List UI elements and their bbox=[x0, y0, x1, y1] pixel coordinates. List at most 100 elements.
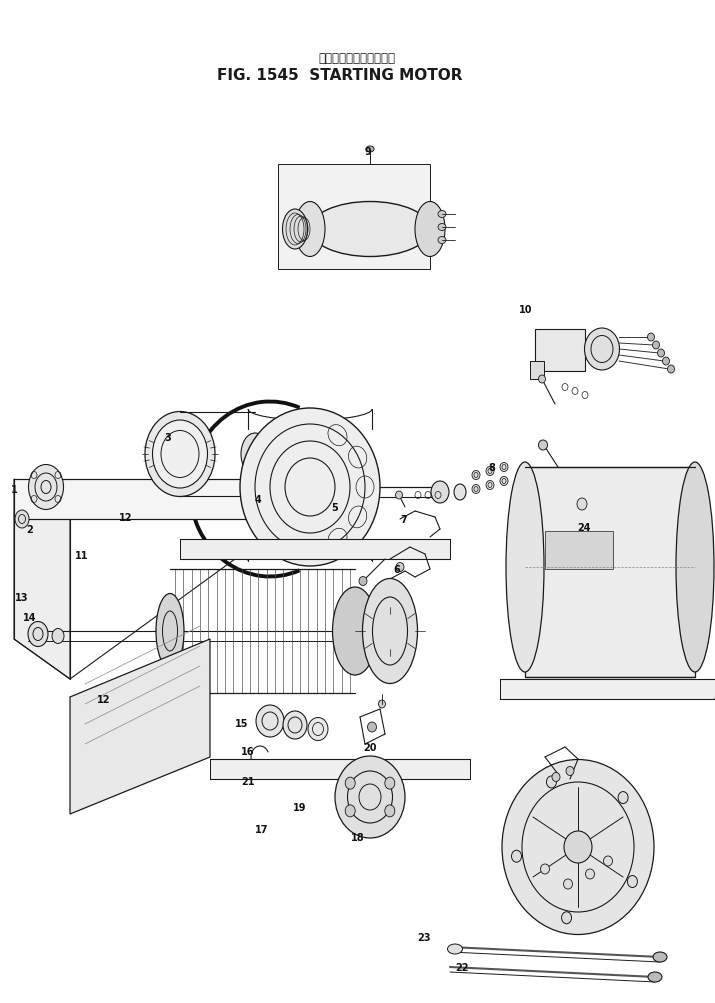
Text: 5: 5 bbox=[332, 503, 338, 513]
Text: 1: 1 bbox=[11, 484, 17, 494]
Ellipse shape bbox=[577, 498, 587, 511]
Ellipse shape bbox=[378, 700, 385, 708]
Text: 23: 23 bbox=[418, 932, 430, 942]
Ellipse shape bbox=[438, 212, 446, 219]
Ellipse shape bbox=[506, 462, 544, 672]
Ellipse shape bbox=[396, 563, 404, 572]
Ellipse shape bbox=[653, 342, 659, 350]
Ellipse shape bbox=[584, 329, 619, 371]
Ellipse shape bbox=[668, 366, 674, 374]
Polygon shape bbox=[70, 639, 210, 814]
Text: スターティング　モータ: スターティング モータ bbox=[318, 51, 395, 64]
Ellipse shape bbox=[648, 972, 662, 982]
Ellipse shape bbox=[310, 203, 430, 257]
Ellipse shape bbox=[676, 462, 714, 672]
Text: 11: 11 bbox=[75, 551, 89, 561]
Ellipse shape bbox=[500, 477, 508, 486]
Ellipse shape bbox=[345, 805, 355, 817]
Polygon shape bbox=[180, 540, 450, 560]
Text: 6: 6 bbox=[394, 565, 400, 575]
Text: 10: 10 bbox=[519, 305, 533, 315]
Ellipse shape bbox=[648, 334, 654, 342]
Ellipse shape bbox=[653, 952, 667, 962]
Text: 4: 4 bbox=[255, 494, 262, 505]
Ellipse shape bbox=[566, 766, 574, 775]
Bar bbox=[525, 467, 695, 677]
Text: 20: 20 bbox=[363, 742, 377, 752]
Text: 24: 24 bbox=[577, 523, 591, 533]
Bar bbox=[535, 330, 585, 372]
Polygon shape bbox=[500, 679, 715, 699]
Ellipse shape bbox=[241, 433, 269, 475]
Ellipse shape bbox=[486, 481, 494, 490]
Text: 21: 21 bbox=[241, 776, 255, 786]
Ellipse shape bbox=[486, 467, 494, 476]
Polygon shape bbox=[278, 164, 430, 270]
Polygon shape bbox=[14, 479, 70, 679]
Text: 22: 22 bbox=[455, 962, 469, 972]
Text: 2: 2 bbox=[26, 525, 34, 535]
Text: 3: 3 bbox=[164, 432, 172, 442]
Ellipse shape bbox=[663, 358, 669, 366]
Text: 15: 15 bbox=[235, 718, 249, 728]
Ellipse shape bbox=[366, 146, 374, 152]
Ellipse shape bbox=[541, 865, 550, 875]
Ellipse shape bbox=[546, 776, 556, 788]
Ellipse shape bbox=[500, 463, 508, 472]
Ellipse shape bbox=[332, 588, 378, 675]
Ellipse shape bbox=[564, 831, 592, 864]
Text: 12: 12 bbox=[119, 513, 133, 523]
Ellipse shape bbox=[538, 440, 548, 450]
Ellipse shape bbox=[363, 579, 418, 684]
Text: 17: 17 bbox=[255, 824, 269, 834]
Ellipse shape bbox=[618, 791, 628, 803]
Text: 18: 18 bbox=[351, 832, 365, 843]
Ellipse shape bbox=[359, 577, 367, 586]
Ellipse shape bbox=[368, 722, 377, 732]
Polygon shape bbox=[14, 479, 290, 520]
Ellipse shape bbox=[256, 705, 284, 737]
Text: 8: 8 bbox=[488, 462, 495, 472]
Ellipse shape bbox=[448, 944, 463, 954]
Text: 13: 13 bbox=[15, 593, 29, 603]
Ellipse shape bbox=[29, 465, 64, 510]
Text: FIG. 1545  STARTING MOTOR: FIG. 1545 STARTING MOTOR bbox=[217, 67, 463, 82]
Ellipse shape bbox=[538, 376, 546, 383]
Text: 14: 14 bbox=[24, 613, 36, 623]
Ellipse shape bbox=[627, 876, 637, 888]
Polygon shape bbox=[210, 759, 470, 779]
Ellipse shape bbox=[335, 756, 405, 839]
Ellipse shape bbox=[563, 879, 573, 889]
Ellipse shape bbox=[15, 511, 29, 529]
Ellipse shape bbox=[152, 420, 207, 488]
Text: 19: 19 bbox=[293, 802, 307, 812]
Bar bbox=[530, 362, 544, 379]
Ellipse shape bbox=[561, 912, 571, 924]
Ellipse shape bbox=[145, 412, 215, 497]
Ellipse shape bbox=[345, 777, 355, 789]
Ellipse shape bbox=[295, 203, 325, 257]
Ellipse shape bbox=[395, 491, 403, 499]
Ellipse shape bbox=[308, 718, 328, 741]
Ellipse shape bbox=[552, 772, 560, 781]
Text: 9: 9 bbox=[365, 146, 371, 156]
Ellipse shape bbox=[438, 225, 446, 232]
Bar bbox=[545, 532, 613, 570]
Ellipse shape bbox=[472, 471, 480, 480]
Ellipse shape bbox=[511, 851, 521, 863]
Text: 7: 7 bbox=[400, 515, 408, 525]
Ellipse shape bbox=[586, 870, 594, 879]
Text: 16: 16 bbox=[241, 746, 255, 756]
Text: 12: 12 bbox=[97, 694, 111, 704]
Ellipse shape bbox=[472, 485, 480, 494]
Ellipse shape bbox=[385, 777, 395, 789]
Ellipse shape bbox=[431, 481, 449, 504]
Ellipse shape bbox=[438, 238, 446, 245]
Ellipse shape bbox=[658, 350, 664, 358]
Ellipse shape bbox=[156, 594, 184, 669]
Ellipse shape bbox=[454, 484, 466, 500]
Ellipse shape bbox=[502, 759, 654, 935]
Ellipse shape bbox=[240, 408, 380, 567]
Ellipse shape bbox=[28, 622, 48, 647]
Ellipse shape bbox=[603, 857, 613, 867]
